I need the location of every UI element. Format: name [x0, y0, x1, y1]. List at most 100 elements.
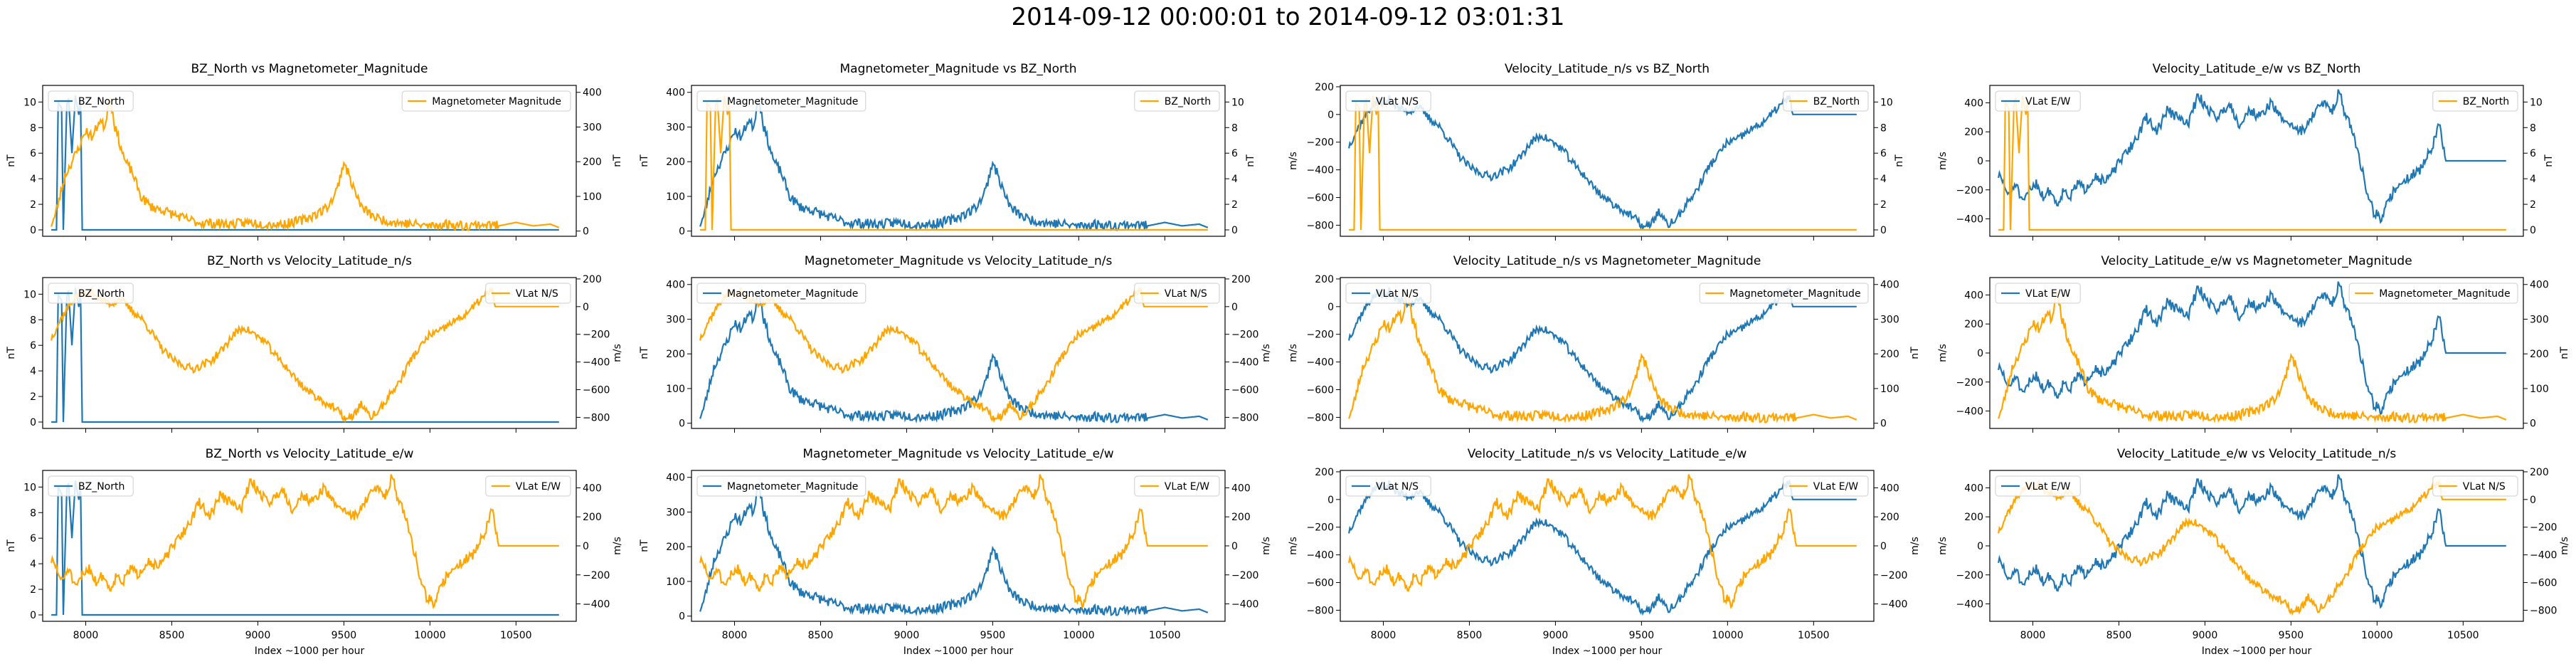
- y-axis-label-right: nT: [2543, 154, 2555, 167]
- legend-box-left: [1995, 90, 2081, 112]
- subplot: BZ_North vs Velocity_Latitude_e/w 0 2 4 6 8 10…: [6, 447, 623, 657]
- y-tick-label-right: 200: [1231, 274, 1251, 285]
- legend-label-right: Magnetometer_Magnitude: [2379, 288, 2510, 300]
- y-tick-label-right: 400: [1880, 280, 1899, 291]
- legend-box-left: [1345, 283, 1431, 304]
- subplot: BZ_North vs Magnetometer_Magnitude 0 2 4 6 8 1…: [6, 62, 623, 241]
- y-tick-label-left: 6: [30, 148, 36, 159]
- subplot: BZ_North vs Velocity_Latitude_n/s 0 2 4 6 8 10…: [6, 254, 623, 433]
- subplot-title: Velocity_Latitude_n/s vs Velocity_Latitu…: [1468, 447, 1747, 461]
- legend-box-left: [696, 283, 866, 304]
- x-tick-label: 10500: [1149, 630, 1181, 641]
- y-tick-label-left: 100: [666, 384, 685, 395]
- plot-frame: [1340, 85, 1875, 237]
- series-line-left: [1348, 94, 1857, 231]
- x-tick-label: 9500: [1629, 630, 1655, 641]
- y-tick-label-left: 200: [1315, 274, 1334, 285]
- legend-label-right: Magnetometer Magnitude: [432, 96, 561, 107]
- legend-box-left: [1345, 475, 1431, 497]
- y-tick-label-right: 300: [2530, 314, 2549, 325]
- y-tick-label-left: 0: [679, 226, 685, 238]
- y-tick-label-left: 10: [23, 97, 36, 108]
- legend-box-left: [696, 475, 866, 497]
- x-tick-label: 8500: [808, 630, 834, 641]
- legend-box-left: [1995, 283, 2081, 304]
- y-tick-label-right: 6: [2530, 148, 2536, 159]
- y-tick-label-right: 200: [583, 512, 602, 523]
- y-axis-label-left: nT: [6, 154, 17, 167]
- y-axis-label-right: nT: [612, 154, 623, 167]
- y-tick-label-right: 2: [2530, 199, 2536, 211]
- y-tick-label-left: −600: [1307, 385, 1334, 396]
- series-line-right: [1998, 95, 2506, 231]
- y-axis-label-right: m/s: [1909, 537, 1921, 555]
- legend-box-right: [1134, 283, 1220, 304]
- y-tick-label-left: 100: [666, 576, 685, 588]
- y-tick-label-right: 400: [583, 88, 602, 99]
- legend-box-left: [696, 90, 866, 112]
- series-line-right: [51, 286, 559, 423]
- y-tick-label-left: 200: [666, 542, 685, 553]
- subplot-title: Magnetometer_Magnitude vs Velocity_Latit…: [802, 447, 1113, 461]
- series-line-right: [1348, 290, 1857, 423]
- legend-label-left: VLat E/W: [2025, 288, 2070, 300]
- y-tick-label-right: −400: [1231, 357, 1258, 369]
- legend-label-right: VLat N/S: [2463, 481, 2506, 492]
- plot-frame: [691, 85, 1226, 237]
- subplot-title: Velocity_Latitude_n/s vs Magnetometer_Ma…: [1453, 254, 1761, 268]
- legend-label-left: Magnetometer_Magnitude: [727, 288, 858, 300]
- series-line-left: [1998, 89, 2506, 224]
- legend-label-left: VLat N/S: [1376, 481, 1419, 492]
- series-line-left: [51, 480, 559, 616]
- y-tick-label-right: 0: [2530, 495, 2536, 506]
- y-tick-label-right: 8: [2530, 122, 2536, 134]
- y-tick-label-left: 400: [666, 88, 685, 99]
- subplot-title: Magnetometer_Magnitude vs Velocity_Latit…: [805, 254, 1113, 268]
- y-tick-label-right: −800: [583, 412, 610, 423]
- y-tick-label-left: 0: [1977, 156, 1983, 167]
- legend-box-right: [2432, 475, 2518, 497]
- y-tick-label-left: −200: [1307, 330, 1334, 341]
- x-tick-label: 9000: [2193, 630, 2218, 641]
- series-line-left: [1998, 474, 2506, 609]
- y-axis-label-right: m/s: [1261, 344, 1272, 362]
- y-tick-label-left: 0: [1977, 541, 1983, 552]
- x-tick-label: 9000: [245, 630, 271, 641]
- legend-box-right: [1134, 90, 1220, 112]
- subplot-title: BZ_North vs Velocity_Latitude_e/w: [206, 447, 414, 461]
- y-tick-label-left: 200: [666, 349, 685, 360]
- y-tick-label-right: −800: [2530, 605, 2557, 616]
- subplot: Magnetometer_Magnitude vs Velocity_Latit…: [639, 447, 1272, 657]
- y-tick-label-right: 200: [583, 157, 602, 168]
- legend-label-right: BZ_North: [1165, 96, 1211, 107]
- y-tick-label-right: 200: [1880, 512, 1899, 523]
- series-line-left: [51, 288, 559, 423]
- series-line-right: [1998, 479, 2506, 616]
- y-tick-label-right: 10: [1880, 97, 1893, 108]
- y-axis-label-left: m/s: [1937, 152, 1949, 170]
- y-tick-label-left: −800: [1307, 412, 1334, 423]
- y-tick-label-right: 100: [2530, 384, 2549, 395]
- subplot: Magnetometer_Magnitude vs BZ_North010020…: [639, 62, 1256, 241]
- y-axis-label-left: m/s: [1288, 152, 1299, 170]
- y-tick-label-right: −400: [1231, 599, 1258, 611]
- legend-label-left: Magnetometer_Magnitude: [727, 481, 858, 492]
- y-tick-label-left: 0: [30, 225, 36, 236]
- y-tick-label-left: 200: [1315, 467, 1334, 478]
- x-tick-label: 9000: [1543, 630, 1569, 641]
- y-tick-label-left: 200: [1964, 512, 1983, 523]
- legend-label-left: BZ_North: [78, 96, 124, 107]
- y-axis-label-right: m/s: [1261, 537, 1272, 555]
- legend-box-right: [401, 90, 571, 112]
- y-axis-label-right: nT: [1245, 154, 1256, 167]
- y-tick-label-right: 200: [1231, 512, 1251, 523]
- y-tick-label-left: 8: [30, 122, 36, 134]
- y-tick-label-left: −800: [1307, 220, 1334, 231]
- y-tick-label-right: −200: [1231, 330, 1258, 341]
- y-tick-label-right: 0: [1880, 541, 1887, 552]
- legend-label-right: BZ_North: [2463, 96, 2509, 107]
- y-tick-label-right: 6: [1231, 148, 1238, 159]
- series-line-left: [699, 290, 1209, 423]
- y-tick-label-left: 2: [30, 391, 36, 403]
